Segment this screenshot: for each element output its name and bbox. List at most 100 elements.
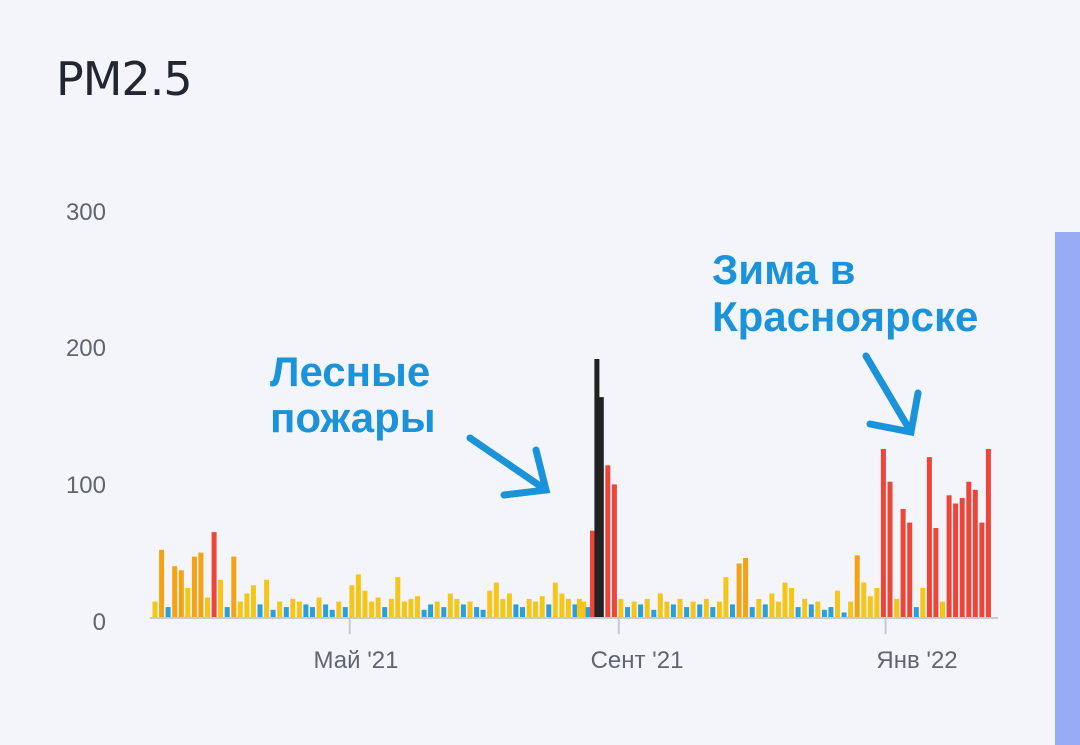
bar bbox=[382, 607, 388, 618]
bar bbox=[933, 528, 939, 618]
bar bbox=[185, 588, 191, 618]
bar bbox=[926, 457, 932, 618]
bar bbox=[730, 604, 735, 618]
bar bbox=[769, 593, 775, 618]
bar bbox=[296, 601, 302, 618]
bar bbox=[835, 590, 840, 618]
bar bbox=[434, 601, 440, 618]
side-scrollbar[interactable] bbox=[1055, 232, 1080, 745]
bar bbox=[513, 604, 519, 618]
bar bbox=[594, 359, 600, 618]
bar bbox=[644, 598, 650, 618]
bar bbox=[224, 607, 230, 618]
bar bbox=[677, 598, 683, 618]
bar bbox=[802, 598, 808, 618]
x-tick-label-sep-21: Сент '21 bbox=[591, 647, 684, 674]
bar bbox=[841, 612, 847, 618]
bar bbox=[506, 593, 512, 618]
bar bbox=[966, 481, 972, 618]
bar bbox=[237, 601, 243, 618]
x-ticks bbox=[348, 618, 887, 634]
bar bbox=[546, 604, 552, 618]
bar bbox=[178, 570, 184, 618]
bar bbox=[559, 593, 565, 618]
bar bbox=[808, 604, 814, 618]
bar bbox=[782, 582, 788, 618]
bar bbox=[152, 601, 158, 618]
bar bbox=[723, 577, 729, 618]
bar bbox=[454, 598, 460, 618]
bar bbox=[940, 601, 945, 618]
bar bbox=[821, 609, 827, 618]
bar bbox=[428, 604, 434, 618]
bar bbox=[572, 604, 578, 618]
bar bbox=[959, 498, 965, 618]
bar bbox=[670, 604, 676, 618]
bar bbox=[887, 481, 893, 618]
arrow-winter-icon bbox=[862, 352, 922, 437]
bar bbox=[690, 601, 696, 618]
bar bbox=[316, 597, 322, 618]
bar bbox=[303, 604, 309, 618]
bar bbox=[349, 585, 355, 618]
bar bbox=[985, 448, 991, 618]
bar bbox=[421, 609, 427, 618]
bar bbox=[401, 601, 407, 618]
bar bbox=[598, 397, 604, 618]
bar bbox=[290, 598, 296, 618]
bar bbox=[913, 607, 919, 618]
bar bbox=[172, 566, 178, 618]
bar bbox=[480, 609, 486, 618]
annotation-wildfires-line2: пожары bbox=[270, 394, 436, 441]
bar bbox=[165, 607, 171, 618]
bar bbox=[907, 522, 913, 618]
bar bbox=[257, 604, 263, 618]
bar bbox=[703, 598, 709, 618]
annotation-winter-line2: Красноярске bbox=[712, 293, 978, 340]
bar bbox=[270, 609, 276, 618]
bar bbox=[618, 598, 624, 618]
bar bbox=[631, 601, 637, 618]
bar bbox=[611, 484, 617, 618]
bar bbox=[520, 607, 525, 618]
bar bbox=[388, 598, 394, 618]
bar bbox=[894, 598, 900, 618]
bar bbox=[795, 607, 801, 618]
bar bbox=[355, 574, 361, 618]
bar bbox=[848, 601, 854, 618]
bar bbox=[946, 495, 952, 618]
bar bbox=[395, 577, 401, 618]
bar bbox=[336, 601, 342, 618]
bar bbox=[205, 597, 210, 618]
bar bbox=[861, 582, 867, 618]
y-tick-label-200: 200 bbox=[66, 335, 106, 362]
bar bbox=[323, 604, 329, 618]
bar bbox=[467, 601, 473, 618]
bar bbox=[159, 549, 165, 618]
bar bbox=[979, 522, 985, 618]
bar bbox=[684, 607, 690, 618]
bar bbox=[244, 593, 250, 618]
bar bbox=[762, 604, 768, 618]
bar bbox=[697, 604, 703, 618]
bar bbox=[375, 597, 381, 618]
bar bbox=[775, 601, 781, 618]
bar bbox=[500, 598, 506, 618]
bar bbox=[880, 448, 886, 618]
annotation-wildfires-line1: Лесные bbox=[270, 348, 430, 395]
bar bbox=[828, 607, 834, 618]
bar bbox=[211, 532, 217, 618]
bar bbox=[329, 609, 335, 618]
bar bbox=[342, 607, 348, 618]
bar bbox=[867, 596, 873, 618]
bar bbox=[651, 609, 657, 618]
bar bbox=[756, 598, 762, 618]
bar bbox=[362, 590, 368, 618]
bar bbox=[264, 579, 270, 618]
bar bbox=[191, 556, 197, 618]
bar bbox=[953, 503, 959, 618]
bar bbox=[441, 607, 447, 618]
bar bbox=[920, 588, 926, 618]
bar bbox=[585, 607, 591, 618]
annotation-winter-line1: Зима в bbox=[712, 246, 856, 293]
